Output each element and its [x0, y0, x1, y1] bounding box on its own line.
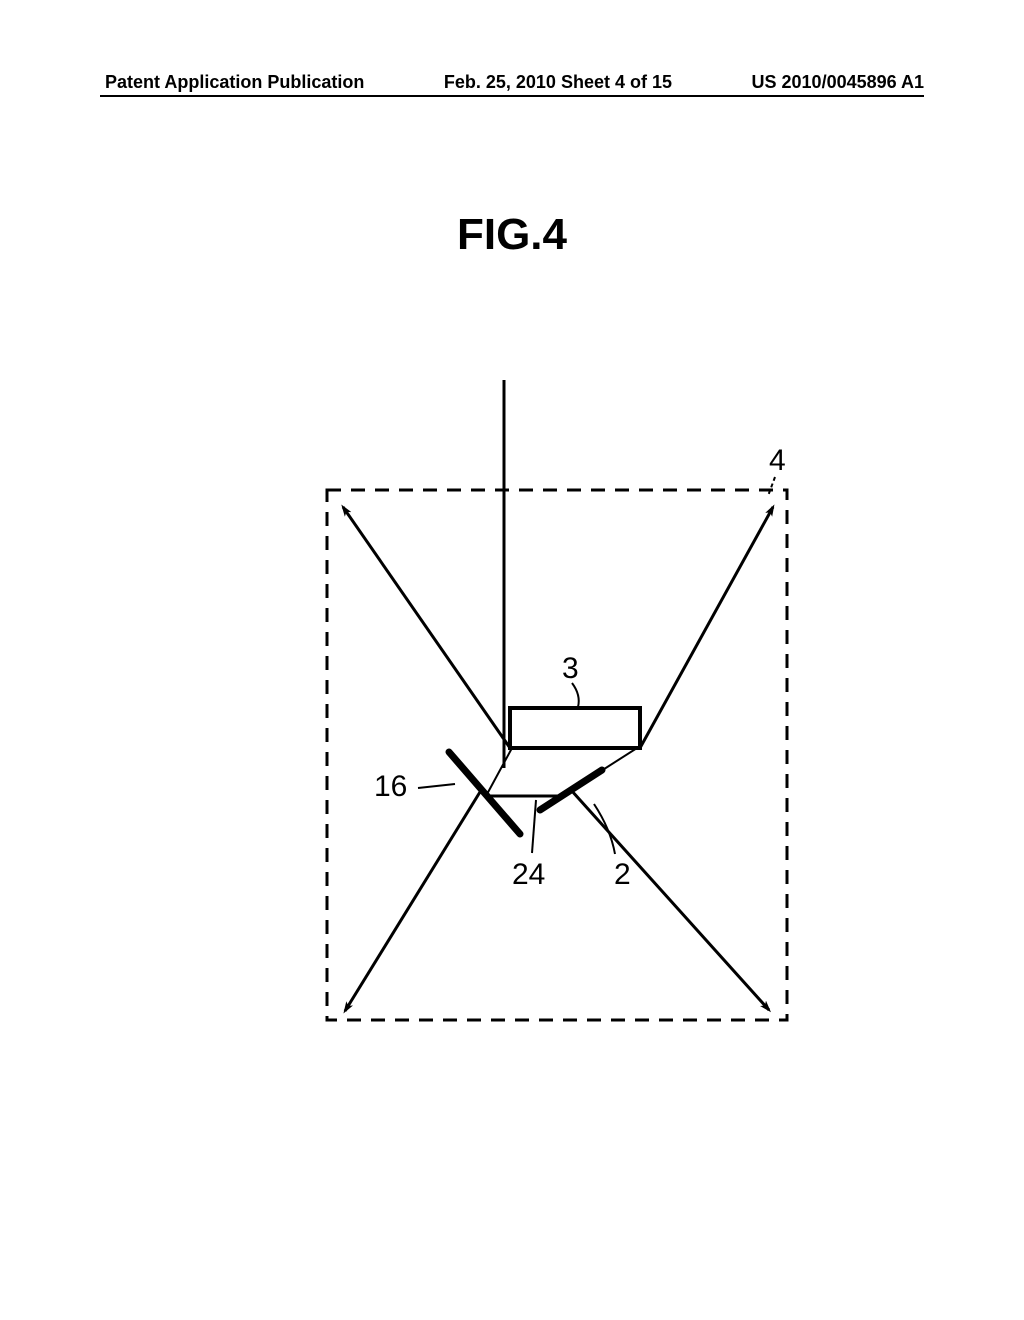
svg-text:3: 3 — [562, 652, 579, 685]
svg-text:16: 16 — [374, 770, 407, 803]
header-date-sheet: Feb. 25, 2010 Sheet 4 of 15 — [444, 72, 672, 93]
header-publication: Patent Application Publication — [105, 72, 364, 93]
header-divider — [100, 95, 924, 97]
technical-diagram: 4 3 16 24 2 — [232, 380, 792, 1085]
svg-text:24: 24 — [512, 858, 545, 891]
svg-text:4: 4 — [769, 444, 786, 477]
header-patent-number: US 2010/0045896 A1 — [752, 72, 924, 93]
figure-label: FIG.4 — [457, 210, 567, 260]
svg-text:2: 2 — [614, 858, 631, 891]
